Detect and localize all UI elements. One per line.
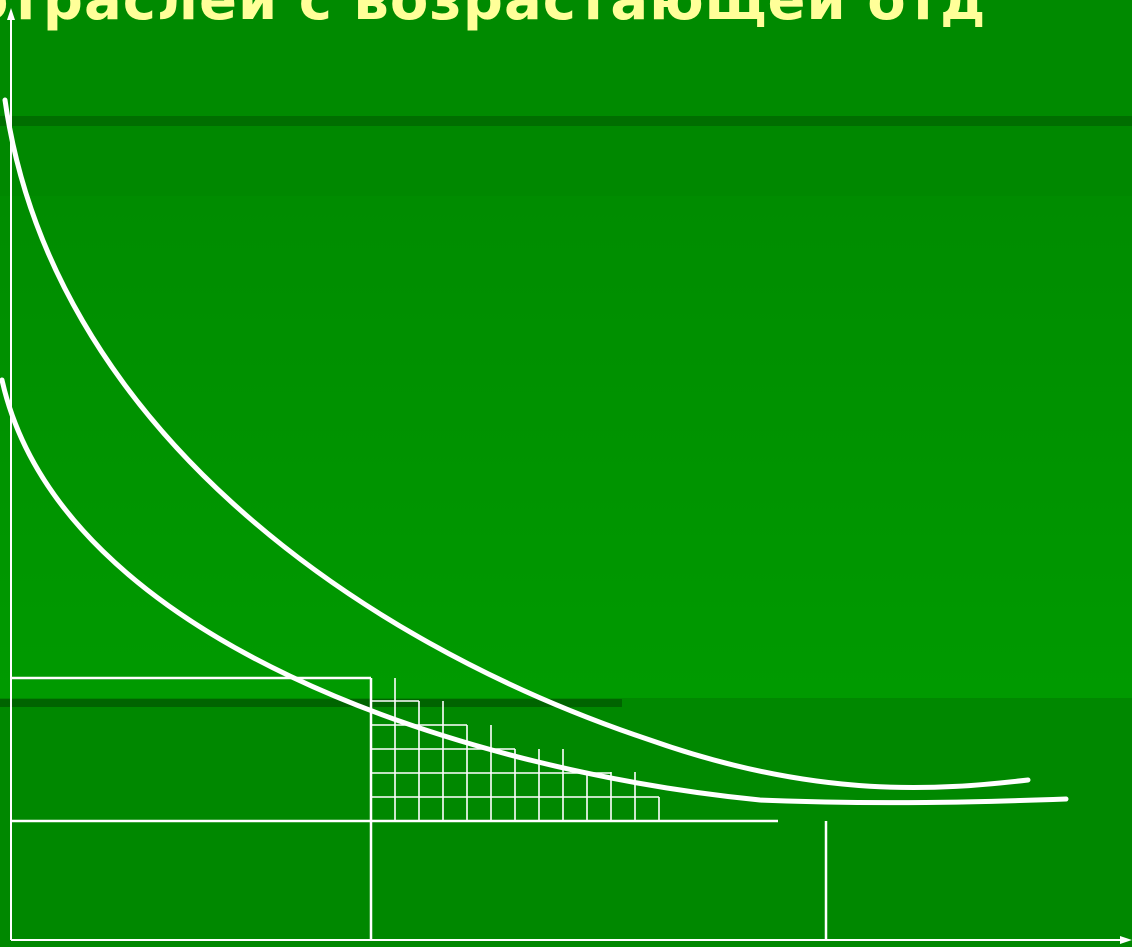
y-axis-arrowhead — [7, 8, 15, 20]
staircase-grid — [371, 678, 660, 821]
cost-curves — [0, 97, 1069, 806]
background-dark-band — [0, 116, 1132, 126]
background-top-band — [0, 0, 1132, 116]
background-upper-band — [0, 126, 1132, 196]
axes — [7, 8, 1132, 944]
shadow-stripe — [0, 699, 622, 707]
lower-cost-curve — [0, 377, 1069, 806]
background-middle-band — [0, 196, 1132, 698]
x-axis-arrowhead — [1120, 936, 1132, 944]
upper-cost-curve — [2, 97, 1031, 791]
slide-title: отраслей с возрастающей отд — [0, 0, 987, 33]
background-bottom-band — [0, 698, 1132, 947]
